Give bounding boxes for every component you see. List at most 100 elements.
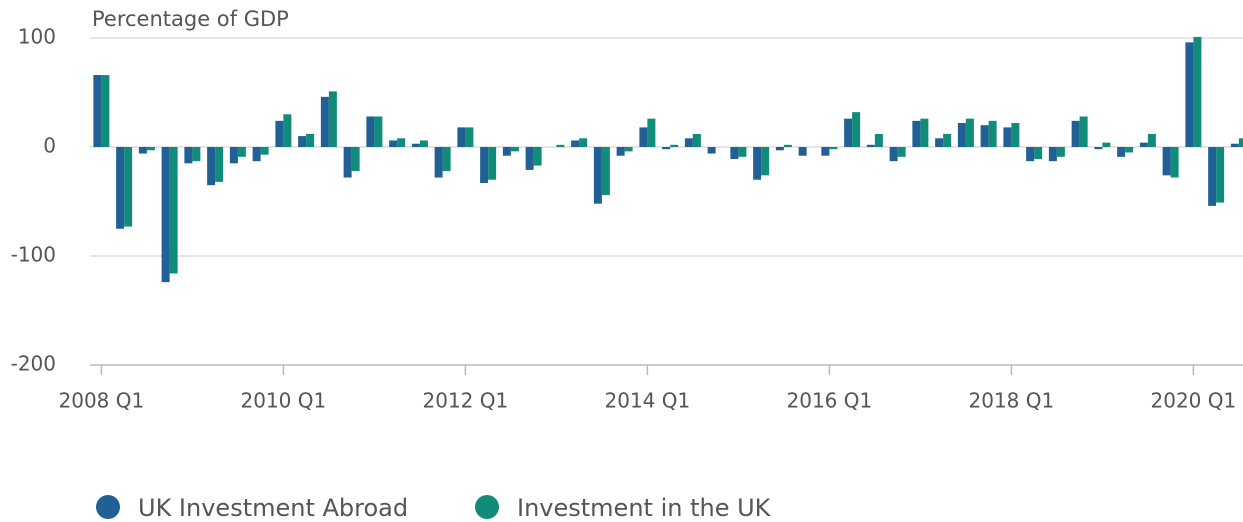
bar [1117,147,1126,157]
bar [260,147,269,155]
y-axis-title: Percentage of GDP [92,7,289,31]
bar [852,112,861,147]
bar [579,138,588,147]
bar [169,147,178,274]
bar [601,147,610,195]
bar [1208,147,1217,206]
bar [647,118,656,147]
bar [146,147,155,151]
bar [593,147,602,204]
bar [730,147,739,159]
bar [252,147,261,162]
bar [275,120,284,147]
bar [1071,120,1080,147]
bar [1230,143,1239,147]
bar [480,147,489,183]
bar [116,147,125,229]
bar [957,123,966,147]
bar [488,147,497,180]
bar [692,133,701,147]
bar [1003,127,1012,147]
bar [639,127,648,147]
bar [510,147,519,152]
x-tick-label: 2020 Q1 [1151,389,1237,413]
bar [1011,123,1020,147]
bar [465,127,474,147]
bar [366,116,375,147]
bar [298,136,307,147]
bar [912,120,921,147]
bar [124,147,133,227]
bar [434,147,443,178]
legend-label: UK Investment Abroad [138,494,408,522]
bar [829,147,838,150]
bar [1056,147,1065,157]
x-tick-label: 2014 Q1 [605,389,691,413]
bar [101,75,110,147]
bar [192,147,201,162]
bar [1162,147,1171,176]
y-tick-label: -200 [11,352,56,376]
bar [389,140,398,147]
bar [411,143,420,147]
bar [1216,147,1225,203]
bar [616,147,625,156]
bar [897,147,906,157]
bar [1094,147,1103,150]
bar [935,138,944,147]
legend-marker [475,495,499,519]
bar [1193,36,1202,147]
bar [684,138,693,147]
bar [351,147,360,171]
legend-marker [96,495,120,519]
bar [533,147,542,166]
bar [889,147,898,162]
bar [184,147,193,164]
bar [215,147,224,182]
bar [502,147,511,156]
bar [624,147,633,152]
x-tick-label: 2016 Q1 [787,389,873,413]
bar [457,127,466,147]
y-tick-label: -100 [11,243,56,267]
bar [1048,147,1057,162]
bar [93,75,102,147]
bar [775,147,784,151]
bar [1139,142,1148,147]
bar [844,118,853,147]
bar [1079,116,1088,147]
x-tick-label: 2018 Q1 [969,389,1055,413]
x-tick-label: 2010 Q1 [241,389,327,413]
bar [525,147,534,170]
bar [738,147,747,157]
legend-label: Investment in the UK [517,494,772,522]
bar [670,144,679,147]
bar [1147,133,1156,147]
bar [1026,147,1035,162]
bar [980,125,989,147]
x-tick-label: 2012 Q1 [423,389,509,413]
bar [397,138,406,147]
bar [1238,138,1243,147]
bar [229,147,238,164]
bar [798,147,807,156]
bar [571,140,580,147]
bar [556,144,565,147]
bar [1034,147,1043,159]
bar [442,147,451,171]
bar [965,118,974,147]
bar [138,147,147,154]
bar [920,118,929,147]
bar [753,147,762,180]
bar [306,133,315,147]
bar [1170,147,1179,178]
bar [988,120,997,147]
bar [707,147,716,154]
bar [320,96,329,147]
bar [374,116,383,147]
bar [783,144,792,147]
bar [328,91,337,147]
bar [943,133,952,147]
bar [161,147,170,283]
